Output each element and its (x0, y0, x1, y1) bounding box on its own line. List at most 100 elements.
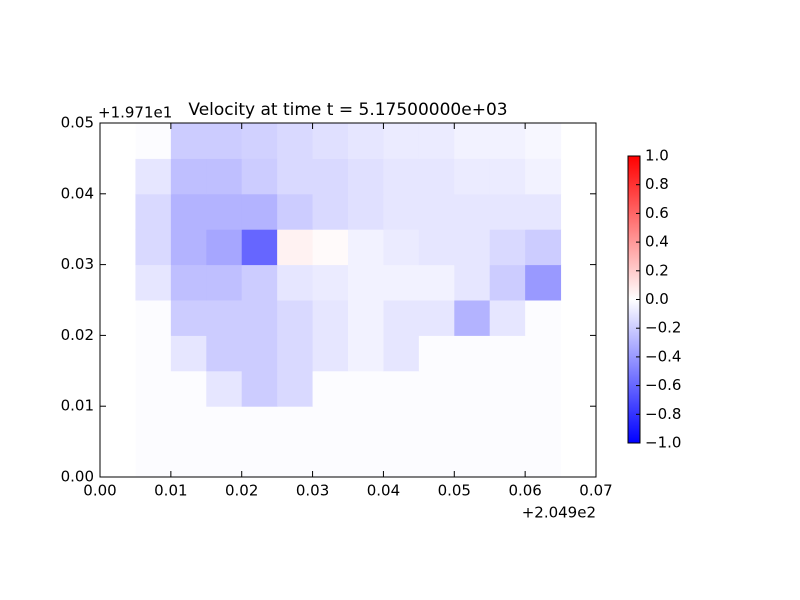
heatmap-cell (241, 300, 278, 336)
colorbar-tick-label: 0.2 (645, 261, 669, 279)
heatmap-cell (489, 264, 526, 301)
colorbar-tick-label: −0.4 (645, 347, 681, 365)
heatmap-cell (170, 370, 207, 407)
heatmap-cell (277, 229, 314, 266)
heatmap-cell (135, 406, 172, 443)
heatmap-cell (489, 123, 526, 159)
chart-title: Velocity at time t = 5.17500000e+03 (188, 100, 507, 120)
heatmap-cell (277, 335, 314, 372)
heatmap-cell (312, 193, 349, 230)
heatmap-cell (348, 406, 384, 443)
heatmap-cell (418, 300, 455, 336)
heatmap-cell (383, 441, 420, 478)
heatmap-cell (383, 370, 420, 407)
heatmap-cell (383, 300, 420, 336)
heatmap-cell (241, 123, 278, 159)
heatmap-cell (418, 406, 455, 443)
heatmap-cell (312, 123, 349, 159)
heatmap-cell (241, 158, 278, 195)
heatmap-cell (206, 335, 243, 372)
heatmap-cell (348, 370, 384, 407)
heatmap-cell (312, 370, 349, 407)
heatmap-cell (170, 123, 207, 159)
heatmap-cell (383, 335, 420, 372)
heatmap-cell (525, 370, 562, 407)
heatmap-cell (418, 229, 455, 266)
heatmap-cell (418, 123, 455, 159)
heatmap-cell (312, 264, 349, 301)
x-tick-label: 0.01 (154, 482, 187, 500)
heatmap-cell (489, 300, 526, 336)
heatmap-cell (241, 335, 278, 372)
heatmap-cell (489, 229, 526, 266)
colorbar-tick-label: 0.0 (645, 290, 669, 308)
heatmap-cell (383, 123, 420, 159)
heatmap-cell (312, 406, 349, 443)
heatmap-cell (418, 193, 455, 230)
heatmap-cell (312, 158, 349, 195)
heatmap-cell (206, 158, 243, 195)
y-tick-label: 0.01 (61, 397, 94, 415)
heatmap-cell (525, 441, 562, 478)
x-tick-label: 0.04 (367, 482, 400, 500)
heatmap-cell (277, 300, 314, 336)
x-tick-label: 0.06 (508, 482, 541, 500)
heatmap-cell (206, 193, 243, 230)
colorbar-tick-label: 1.0 (645, 147, 669, 165)
heatmap-cell (454, 123, 491, 159)
heatmap-cell (170, 264, 207, 301)
heatmap-cell (489, 193, 526, 230)
heatmap-cell (383, 406, 420, 443)
heatmap-cell (206, 406, 243, 443)
x-tick-label: 0.02 (225, 482, 258, 500)
colorbar-tick-label: −1.0 (645, 434, 681, 452)
heatmap-cell (135, 193, 172, 230)
heatmap-cell (277, 406, 314, 443)
heatmap-cell (135, 229, 172, 266)
heatmap-cell (206, 123, 243, 159)
heatmap-cell (348, 441, 384, 478)
x-tick-label: 0.00 (83, 482, 116, 500)
heatmap-cell (170, 229, 207, 266)
heatmap-cell (418, 370, 455, 407)
heatmap-cell (241, 441, 278, 478)
colorbar-tick-label: 0.8 (645, 175, 669, 193)
heatmap-cell (454, 229, 491, 266)
heatmap-cell (170, 441, 207, 478)
heatmap-cell (277, 264, 314, 301)
heatmap-cell (454, 335, 491, 372)
heatmap-cell (312, 441, 349, 478)
heatmap-cell (206, 300, 243, 336)
heatmap-cell (489, 406, 526, 443)
y-tick-label: 0.02 (61, 326, 94, 344)
heatmap-cell (454, 370, 491, 407)
heatmap-cell (418, 158, 455, 195)
heatmap-cell (525, 229, 562, 266)
heatmap-cell (277, 158, 314, 195)
heatmap-cell (348, 158, 384, 195)
heatmap-cell (135, 370, 172, 407)
heatmap-cell (241, 406, 278, 443)
heatmap-cell (135, 300, 172, 336)
heatmap-cell (312, 229, 349, 266)
heatmap-cell (206, 441, 243, 478)
heatmap-cell (525, 335, 562, 372)
heatmap-cell (525, 193, 562, 230)
heatmap-cell (418, 335, 455, 372)
heatmap-cell (206, 370, 243, 407)
heatmap-cell (418, 441, 455, 478)
heatmap-cell (170, 158, 207, 195)
heatmap-cell (383, 264, 420, 301)
heatmap-cell (489, 335, 526, 372)
heatmap-cell (489, 370, 526, 407)
heatmap-cell (489, 441, 526, 478)
heatmap-cell (525, 264, 562, 301)
y-tick-label: 0.04 (61, 184, 94, 202)
heatmap-cell (170, 335, 207, 372)
heatmap-cell (489, 158, 526, 195)
heatmap-cell (525, 123, 562, 159)
heatmap-cell (383, 229, 420, 266)
colorbar-tick-label: −0.6 (645, 376, 681, 394)
heatmap-cell (277, 370, 314, 407)
